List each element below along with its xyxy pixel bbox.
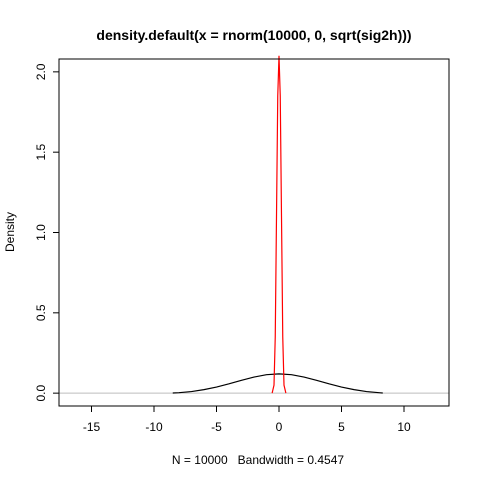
y-tick-label: 0.0 [34, 384, 48, 401]
y-tick-label: 1.5 [34, 144, 48, 161]
y-tick-label: 2.0 [34, 63, 48, 80]
y-axis: 0.0 0.5 1.0 1.5 2.0 [34, 63, 60, 401]
x-tick-label: -15 [83, 420, 101, 434]
x-tick-label: 0 [276, 420, 283, 434]
x-tick-label: -5 [211, 420, 222, 434]
y-tick-label: 1.0 [34, 224, 48, 241]
y-axis-label: Density [3, 212, 17, 252]
x-tick-label: 5 [338, 420, 345, 434]
density-series-1 [172, 373, 383, 394]
density-series-2 [271, 55, 287, 394]
x-axis: -15 -10 -5 0 5 10 [83, 405, 411, 434]
chart-title: density.default(x = rnorm(10000, 0, sqrt… [96, 27, 411, 43]
y-tick-label: 0.5 [34, 304, 48, 321]
x-tick-label: -10 [145, 420, 163, 434]
series-layer [172, 55, 383, 394]
plot-frame [58, 58, 450, 407]
x-tick-label: 10 [397, 420, 411, 434]
x-axis-label: N = 10000 Bandwidth = 0.4547 [172, 453, 344, 467]
